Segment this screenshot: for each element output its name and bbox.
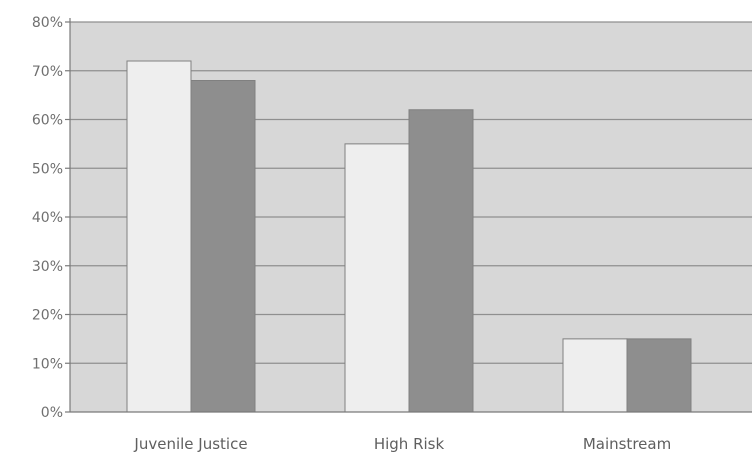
y-tick-label: 0%: [41, 405, 63, 421]
y-tick-label: 30%: [32, 259, 63, 275]
category-label: Mainstream: [583, 435, 671, 453]
bar-mainstream-series-2: [626, 338, 692, 413]
bars: [126, 60, 692, 413]
bar-high-risk-series-2: [408, 109, 474, 413]
bar-mainstream-series-1: [562, 338, 628, 413]
y-tick-label: 80%: [32, 15, 63, 31]
y-tick-label: 50%: [32, 161, 63, 177]
y-axis-tick-labels: 0% 10% 20% 30% 40% 50% 60% 70% 80%: [32, 15, 63, 421]
category-label: High Risk: [374, 435, 445, 453]
axes: [65, 18, 752, 413]
x-axis-category-labels: Juvenile Justice High Risk Mainstream: [133, 435, 671, 453]
y-tick-label: 70%: [32, 64, 63, 80]
y-tick-label: 60%: [32, 113, 63, 129]
bar-high-risk-series-1: [344, 143, 410, 413]
category-label: Juvenile Justice: [133, 435, 247, 453]
bar-juvenile-justice-series-2: [190, 80, 256, 413]
bar-juvenile-justice-series-1: [126, 60, 192, 413]
y-tick-label: 20%: [32, 308, 63, 324]
y-tick-label: 40%: [32, 210, 63, 226]
y-tick-label: 10%: [32, 356, 63, 372]
